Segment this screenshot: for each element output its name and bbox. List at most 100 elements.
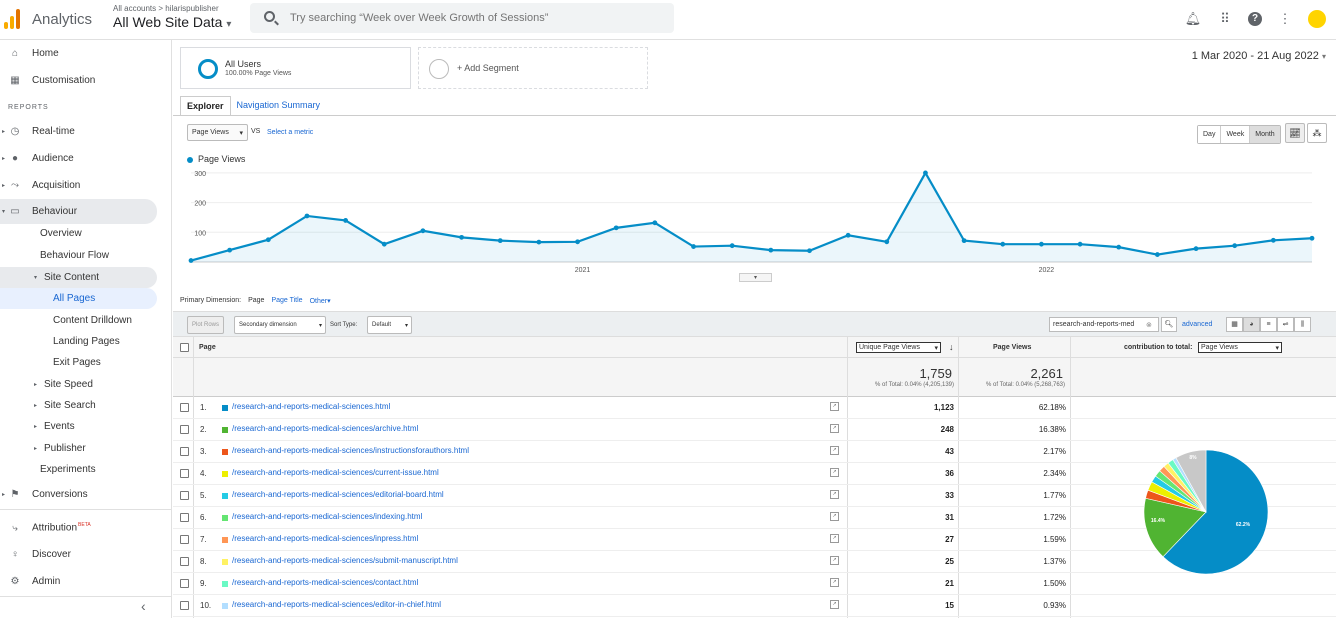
sidebar-item-content-drilldown[interactable]: Content Drilldown [0,310,157,331]
more-vert-icon[interactable]: ⋮ [1278,11,1292,26]
date-range-picker[interactable]: 1 Mar 2020 - 21 Aug 2022 ▾ [1192,50,1326,62]
sort-desc-icon[interactable]: ↓ [949,342,954,352]
chart-point[interactable] [961,238,967,244]
chart-point[interactable] [1039,241,1044,247]
table-search-button[interactable]: 🔍︎ [1161,317,1177,332]
row-page-link[interactable]: /research-and-reports-medical-sciences.h… [232,402,391,411]
chart-point[interactable] [884,239,890,245]
pie-slice[interactable] [1143,497,1207,558]
external-link-icon[interactable]: ↗ [830,600,839,609]
search-input[interactable] [290,10,660,26]
external-link-icon[interactable]: ↗ [830,490,839,499]
chart-point[interactable] [304,213,310,219]
chart-point[interactable] [497,238,503,244]
sidebar-item-behaviour-flow[interactable]: Behaviour Flow [0,245,157,266]
tab-navigation-summary[interactable]: Navigation Summary [236,100,321,110]
row-checkbox[interactable] [180,579,189,588]
pie-slice[interactable] [1175,449,1207,514]
help-icon[interactable]: ? [1248,12,1262,26]
sidebar-item-behaviour[interactable]: ▾ ▭ Behaviour [0,199,157,224]
external-link-icon[interactable]: ↗ [830,424,839,433]
sidebar-item-customisation[interactable]: ▦ Customisation [0,68,157,92]
row-page-link[interactable]: /research-and-reports-medical-sciences/a… [232,424,419,433]
performance-bars-icon[interactable]: ≡ [1260,317,1277,332]
row-page-link[interactable]: /research-and-reports-medical-sciences/c… [232,578,419,587]
period-month-button[interactable]: Month [1250,126,1280,143]
chart-point[interactable] [265,237,271,243]
metric-selector[interactable]: Page Views ▾ [187,124,248,141]
select-all-checkbox[interactable] [180,343,189,352]
row-checkbox[interactable] [180,447,189,456]
motion-chart-icon[interactable]: ⁂ [1307,123,1327,143]
row-checkbox[interactable] [180,535,189,544]
chart-point[interactable] [768,247,774,253]
dimension-other[interactable]: Other▾ [309,298,331,305]
sidebar-item-site-search[interactable]: ▸ Site Search [0,395,157,416]
row-checkbox[interactable] [180,513,189,522]
sidebar-item-site-speed[interactable]: ▸ Site Speed [0,374,157,395]
account-breadcrumb[interactable]: All accounts > hilarispublisher [113,4,219,13]
chart-point[interactable] [729,243,735,249]
sidebar-item-exit-pages[interactable]: Exit Pages [0,352,157,373]
chart-point[interactable] [536,239,542,245]
add-segment-button[interactable]: + Add Segment [418,47,648,89]
search-bar[interactable] [250,3,674,33]
clear-search-icon[interactable]: ⊗ [1146,322,1152,329]
chart-point[interactable] [691,244,696,249]
sidebar-item-home[interactable]: ⌂ Home [0,41,157,65]
advanced-filter-link[interactable]: advanced [1182,321,1213,328]
row-page-link[interactable]: /research-and-reports-medical-sciences/e… [232,490,444,499]
contrib-metric-dropdown[interactable]: Page Views ▾ [1198,342,1282,353]
dimension-page[interactable]: Page [248,297,265,304]
chart-point[interactable] [1154,252,1160,257]
chart-point[interactable] [1116,244,1122,250]
chart-point[interactable] [227,247,233,253]
external-link-icon[interactable]: ↗ [830,402,839,411]
sidebar-item-audience[interactable]: ▸ ● Audience [0,146,157,170]
chart-point[interactable] [188,258,194,263]
row-checkbox[interactable] [180,469,189,478]
chart-point[interactable] [613,225,619,231]
sidebar-item-attribution[interactable]: ⤷ AttributionBETA [0,516,157,540]
chart-point[interactable] [1309,235,1315,241]
sidebar-item-experiments[interactable]: Experiments [0,459,157,480]
secondary-dimension-dropdown[interactable]: Secondary dimension ▾ [234,316,326,334]
external-link-icon[interactable]: ↗ [830,534,839,543]
external-link-icon[interactable]: ↗ [830,468,839,477]
sidebar-item-admin[interactable]: ⚙ Admin [0,569,157,593]
chart-point[interactable] [1270,237,1276,243]
chart-point[interactable] [923,170,928,176]
chart-point[interactable] [381,241,387,247]
chart-point[interactable] [459,234,464,240]
bell-icon[interactable]: 🔔︎ [1184,11,1202,26]
external-link-icon[interactable]: ↗ [830,512,839,521]
view-selector[interactable]: All Web Site Data ▾ [113,14,231,30]
row-page-link[interactable]: /research-and-reports-medical-sciences/i… [232,512,423,521]
sidebar-item-discover[interactable]: ♀ Discover [0,542,157,566]
row-page-link[interactable]: /research-and-reports-medical-sciences/e… [232,600,441,609]
external-link-icon[interactable]: ↗ [830,446,839,455]
chart-point[interactable] [807,248,812,254]
avatar[interactable] [1308,10,1326,28]
chart-point[interactable] [343,218,349,223]
sidebar-item-landing-pages[interactable]: Landing Pages [0,331,157,352]
plot-rows-button[interactable]: Plot Rows [187,316,225,334]
sort-type-dropdown[interactable]: Default ▾ [367,316,412,334]
comparison-icon[interactable]: ⇌ [1277,317,1294,332]
period-week-button[interactable]: Week [1221,126,1251,143]
sidebar-item-acquisition[interactable]: ▸ ⤳ Acquisition [0,173,157,197]
chart-point[interactable] [575,239,580,245]
chart-point[interactable] [1000,241,1006,247]
chart-point[interactable] [845,232,851,238]
external-link-icon[interactable]: ↗ [830,578,839,587]
row-checkbox[interactable] [180,491,189,500]
col-page-header[interactable]: Page [199,344,216,351]
segment-all-users[interactable]: All Users 100.00% Page Views [180,47,411,89]
row-page-link[interactable]: /research-and-reports-medical-sciences/s… [232,556,458,565]
chart-point[interactable] [1193,246,1199,252]
tab-explorer[interactable]: Explorer [180,96,231,116]
chart-point[interactable] [1232,243,1238,249]
row-checkbox[interactable] [180,601,189,610]
sidebar-item-site-content[interactable]: ▾ Site Content [0,267,157,288]
data-table-icon[interactable]: ▦ [1226,317,1243,332]
